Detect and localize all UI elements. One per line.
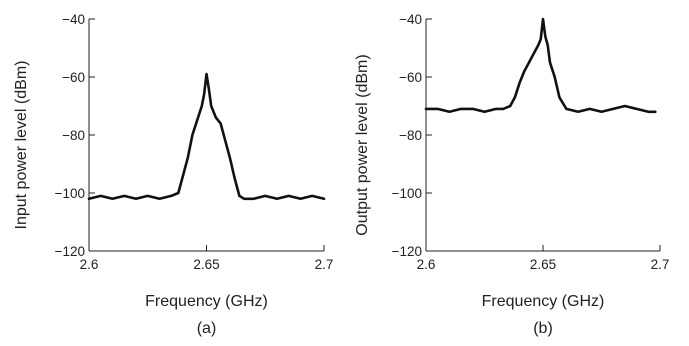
y-axis-label: Input power level (dBm): [13, 61, 30, 230]
x-tick-label: 2.7: [651, 257, 670, 272]
y-tick-label: −100: [392, 186, 422, 201]
y-tick-label: −120: [392, 244, 422, 259]
series-line-a: [87, 72, 326, 201]
y-tick-label: −100: [55, 186, 85, 201]
panel-label-b: (b): [533, 320, 553, 337]
y-tick-label: −80: [399, 128, 422, 143]
x-axis-label: Frequency (GHz): [145, 293, 268, 310]
panel-label-a: (a): [197, 320, 217, 337]
x-tick-label: 2.7: [315, 257, 334, 272]
x-tick-label: 2.6: [80, 257, 99, 272]
y-tick-label: −80: [62, 128, 85, 143]
y-tick-label: −40: [399, 12, 422, 27]
x-axis-label: Frequency (GHz): [482, 293, 605, 310]
x-tick-label: 2.65: [193, 257, 219, 272]
series-line-b: [424, 17, 657, 114]
x-tick-label: 2.6: [417, 257, 436, 272]
y-tick-label: −60: [62, 70, 85, 85]
y-tick-label: −60: [399, 70, 422, 85]
chart-panel-b: −120 −100 −80 −60 −40 2.6 2.65 2.7 Frequency (GH…: [354, 12, 669, 337]
y-axis-label: Output power level (dBm): [354, 54, 371, 235]
x-tick-label: 2.65: [530, 257, 556, 272]
y-tick-label: −40: [62, 12, 85, 27]
chart-panel-a: −120 −100 −80 −60 −40 2.6 2.65 2.7 Frequency (GH…: [13, 12, 333, 337]
y-tick-label: −120: [55, 244, 85, 259]
